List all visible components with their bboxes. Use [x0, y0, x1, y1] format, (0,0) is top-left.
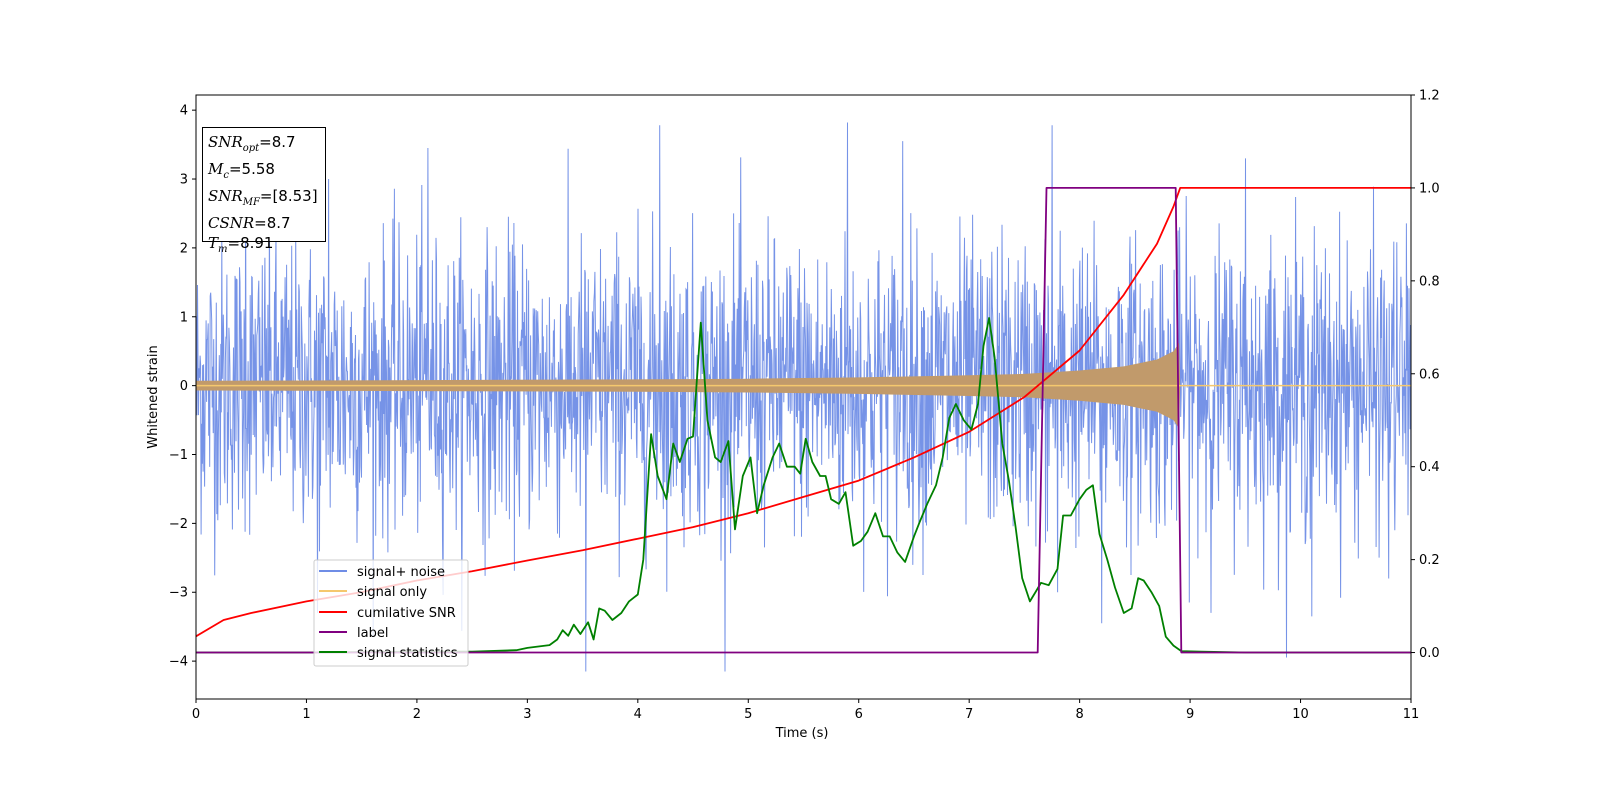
legend-label-label: label [357, 626, 388, 641]
y2-tick-label: 0.6 [1419, 367, 1440, 382]
x-tick-label: 8 [1075, 707, 1083, 722]
info-snr-mf-sub: MF [242, 197, 260, 208]
legend-label-noise: signal+ noise [357, 565, 445, 580]
info-mc-value: =5.58 [228, 160, 275, 178]
legend-label-stat: signal statistics [357, 646, 458, 661]
x-tick-label: 4 [634, 707, 642, 722]
info-snr-mf-var: SNR [208, 187, 243, 205]
info-snr-opt-value: =8.7 [259, 133, 296, 151]
y-tick-label: −2 [169, 517, 188, 532]
info-mc: Mc=5.58 [208, 159, 320, 186]
info-csnr-var: CSNR [208, 214, 255, 232]
info-tm-sub: m [218, 244, 228, 255]
info-snr-opt-var: SNR [208, 133, 243, 151]
info-tm: Tm=8.91 [208, 233, 320, 260]
y-axis-right: 1.2 1.0 0.8 0.6 0.4 0.2 0.0 [1411, 89, 1440, 661]
info-snr-opt-sub: opt [242, 143, 260, 154]
legend-label-signal: signal only [357, 585, 427, 600]
y-tick-label: −1 [169, 448, 188, 463]
info-snr-mf-value: =[8.53] [259, 187, 318, 205]
y-tick-label: −4 [169, 655, 188, 670]
x-tick-label: 5 [744, 707, 752, 722]
y2-tick-label: 0.2 [1419, 553, 1440, 568]
y-tick-label: 3 [180, 173, 188, 188]
info-tm-var: T [208, 234, 219, 252]
y2-tick-label: 0.8 [1419, 274, 1440, 289]
y-axis-left: 4 3 2 1 0 −1 −2 −3 −4 [169, 104, 196, 670]
y-tick-label: 2 [180, 241, 188, 256]
x-tick-label: 2 [413, 707, 421, 722]
x-tick-label: 6 [855, 707, 863, 722]
info-csnr: CSNR=8.7 [208, 213, 320, 233]
y-tick-label: −3 [169, 586, 188, 601]
legend: signal+ noise signal only cumilative SNR… [313, 559, 469, 667]
y2-tick-label: 0.0 [1419, 646, 1440, 661]
label-line [196, 187, 1411, 654]
x-tick-label: 7 [965, 707, 973, 722]
y2-tick-label: 1.2 [1419, 89, 1440, 104]
y-tick-label: 4 [180, 104, 188, 119]
signal-statistics-line [196, 317, 1411, 654]
x-tick-label: 11 [1403, 707, 1420, 722]
x-tick-label: 3 [523, 707, 531, 722]
plot-frame [195, 94, 1412, 700]
y-tick-label: 1 [180, 310, 188, 325]
x-tick-label: 9 [1186, 707, 1194, 722]
signal-only-series [196, 342, 1411, 429]
x-tick-label: 10 [1292, 707, 1309, 722]
legend-box [313, 559, 469, 667]
x-tick-label: 1 [302, 707, 310, 722]
info-tm-value: =8.91 [227, 234, 274, 252]
info-csnr-value: =8.7 [254, 214, 291, 232]
x-tick-label: 0 [192, 707, 200, 722]
x-axis-label: Time (s) [775, 726, 829, 741]
y-tick-label: 0 [180, 379, 188, 394]
info-mc-var: M [208, 160, 224, 178]
info-snr-mf: SNRMF=[8.53] [208, 186, 320, 213]
info-box: SNRopt=8.7 Mc=5.58 SNRMF=[8.53] CSNR=8.7… [202, 127, 326, 255]
y2-tick-label: 0.4 [1419, 460, 1440, 475]
y2-tick-label: 1.0 [1419, 181, 1440, 196]
info-mc-sub: c [223, 170, 229, 181]
y-axis-label: Whitened strain [146, 345, 161, 448]
info-snr-opt: SNRopt=8.7 [208, 132, 320, 159]
x-axis: 0 1 2 3 4 5 6 7 8 9 10 11 [192, 699, 1419, 722]
legend-label-cumulative: cumilative SNR [357, 606, 456, 621]
